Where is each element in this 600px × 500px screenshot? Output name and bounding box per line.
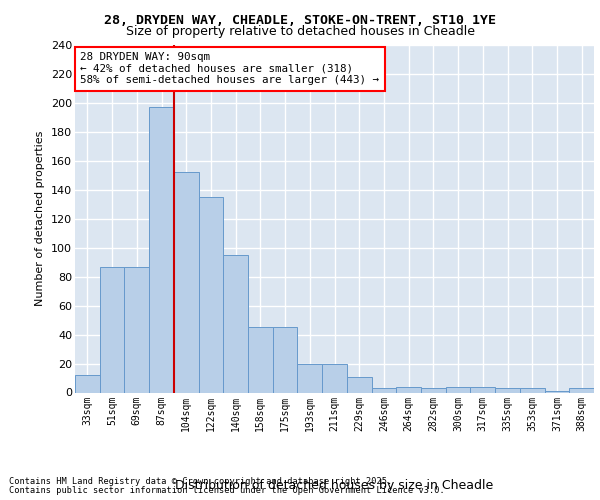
Bar (322, 364, 347, 392)
Bar (520, 388, 545, 392)
Bar (298, 364, 322, 392)
Bar (545, 391, 569, 392)
Y-axis label: Number of detached properties: Number of detached properties (35, 131, 46, 306)
Bar (446, 386, 470, 392)
Bar (396, 386, 421, 392)
Text: 28, DRYDEN WAY, CHEADLE, STOKE-ON-TRENT, ST10 1YE: 28, DRYDEN WAY, CHEADLE, STOKE-ON-TRENT,… (104, 14, 496, 27)
Bar (199, 197, 223, 392)
Bar (569, 388, 594, 392)
Bar (273, 328, 298, 392)
Bar (174, 172, 199, 392)
Bar (421, 388, 446, 392)
Text: Size of property relative to detached houses in Cheadle: Size of property relative to detached ho… (125, 25, 475, 38)
Text: 28 DRYDEN WAY: 90sqm
← 42% of detached houses are smaller (318)
58% of semi-deta: 28 DRYDEN WAY: 90sqm ← 42% of detached h… (80, 52, 379, 85)
Bar (495, 388, 520, 392)
Bar (75, 375, 100, 392)
Bar (371, 388, 396, 392)
Text: Contains HM Land Registry data © Crown copyright and database right 2025.: Contains HM Land Registry data © Crown c… (9, 477, 392, 486)
Bar (100, 266, 124, 392)
Bar (347, 376, 371, 392)
X-axis label: Distribution of detached houses by size in Cheadle: Distribution of detached houses by size … (175, 479, 494, 492)
Bar (248, 328, 273, 392)
Bar (149, 108, 174, 393)
Bar (223, 255, 248, 392)
Bar (124, 266, 149, 392)
Text: Contains public sector information licensed under the Open Government Licence v3: Contains public sector information licen… (9, 486, 445, 495)
Bar (470, 386, 495, 392)
